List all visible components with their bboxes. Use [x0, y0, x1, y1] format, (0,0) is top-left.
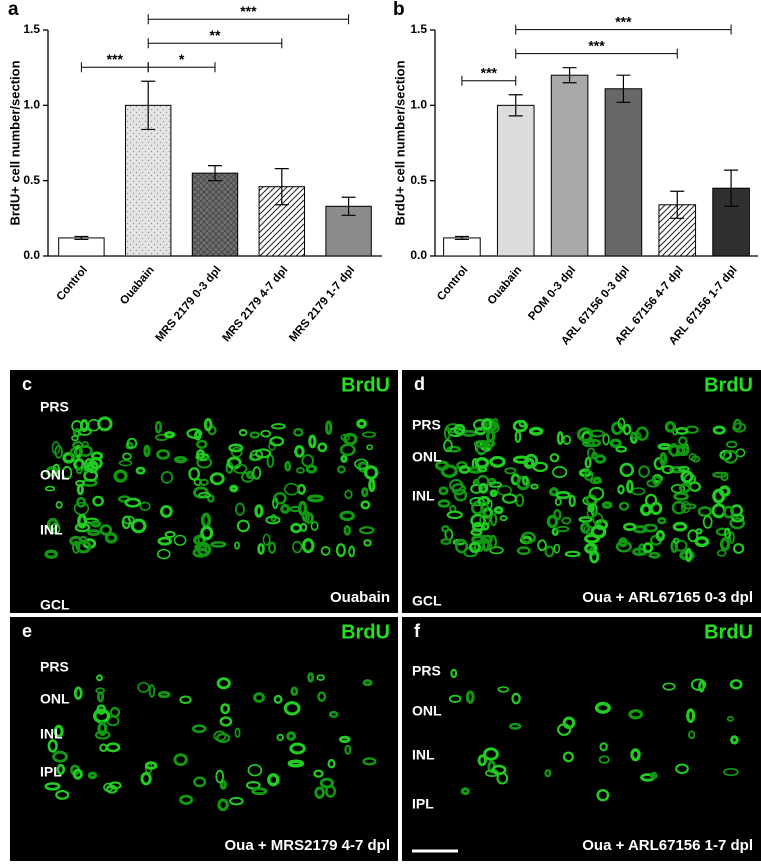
y-tick-label: 0.0: [410, 248, 427, 262]
bar: [550, 74, 589, 257]
significance-bracket: [515, 48, 678, 59]
significance-label: ***: [481, 64, 498, 80]
significance-bracket: [515, 24, 732, 35]
x-tick-label: Control: [55, 264, 90, 303]
x-tick-label: Ouabain: [118, 264, 157, 307]
y-axis-label: BrdU+ cell number/section: [7, 60, 22, 225]
layer-label: ONL: [40, 691, 70, 707]
x-tick-label: POM 0-3 dpl: [526, 264, 578, 323]
layer-label: PRS: [412, 663, 441, 679]
micrograph: [10, 617, 398, 861]
layer-label: PRS: [40, 399, 69, 415]
error-bar: [508, 94, 523, 117]
cell-staining: [44, 672, 377, 812]
marker-label: BrdU: [341, 374, 390, 396]
panel-caption: Oua + ARL67165 0-3 dpl: [582, 589, 753, 606]
layer-label: IPL: [40, 764, 62, 780]
panel-caption: Oua + MRS2179 4-7 dpl: [225, 837, 390, 854]
marker-label: BrdU: [341, 621, 390, 643]
x-tick-label: MRS 2179 4-7 dpl: [220, 264, 290, 344]
bar: [496, 104, 535, 257]
bar: [604, 88, 643, 257]
error-bar: [141, 80, 156, 131]
layer-label: INL: [40, 726, 63, 742]
layer-label: ONL: [40, 467, 70, 483]
layer-label: INL: [40, 522, 63, 538]
y-tick-label: 1.5: [23, 22, 40, 36]
micrograph: [402, 617, 761, 861]
bar: [58, 237, 105, 257]
panel-label: b: [393, 0, 405, 20]
cell-staining: [448, 668, 743, 802]
marker-label: BrdU: [704, 374, 753, 396]
layer-label: PRS: [412, 417, 441, 433]
significance-bracket: [147, 14, 350, 25]
x-tick-label: Ouabain: [486, 264, 525, 307]
micrograph: [10, 370, 398, 613]
error-bar: [562, 67, 577, 84]
significance-label: *: [179, 51, 185, 67]
significance-label: **: [210, 27, 221, 43]
panel-label: d: [414, 374, 425, 394]
error-bar: [670, 190, 685, 219]
panel-caption: Ouabain: [330, 589, 390, 606]
error-bar: [274, 168, 289, 206]
y-tick-label: 1.0: [410, 98, 427, 112]
layer-label: INL: [412, 747, 435, 763]
error-bar: [454, 235, 469, 241]
error-bar: [74, 235, 89, 241]
significance-bracket: [147, 38, 283, 49]
significance-bracket: [461, 75, 517, 86]
y-axis-label: BrdU+ cell number/section: [392, 60, 407, 225]
x-tick-label: Control: [435, 264, 470, 303]
bar: [124, 104, 172, 257]
layer-label: GCL: [412, 593, 442, 609]
layer-label: IPL: [412, 796, 434, 812]
x-tick-label: MRS 2179 1-7 dpl: [287, 264, 357, 344]
error-bar: [208, 165, 222, 182]
bar: [443, 237, 481, 257]
y-tick-label: 1.5: [410, 22, 427, 36]
layer-label: ONL: [412, 703, 442, 719]
cell-staining: [44, 416, 379, 560]
error-bar: [616, 74, 631, 103]
significance-label: ***: [615, 13, 632, 29]
significance-bracket: [147, 62, 216, 73]
y-tick-label: 0.5: [410, 173, 427, 187]
layer-label: ONL: [412, 449, 442, 465]
panel-label: e: [22, 621, 32, 641]
x-tick-label: MRS 2179 0-3 dpl: [154, 264, 224, 344]
micrograph: [402, 370, 761, 613]
significance-label: ***: [240, 3, 257, 19]
significance-label: ***: [107, 51, 124, 67]
y-tick-label: 1.0: [23, 98, 40, 112]
error-bar: [724, 169, 739, 207]
y-tick-label: 0.0: [23, 248, 40, 262]
layer-label: GCL: [40, 597, 70, 613]
layer-label: PRS: [40, 659, 69, 675]
error-bar: [341, 196, 356, 216]
bar: [191, 172, 239, 257]
significance-label: ***: [588, 37, 605, 53]
layer-label: INL: [412, 488, 435, 504]
y-tick-label: 0.5: [23, 173, 40, 187]
panel-label: c: [22, 374, 32, 394]
panel-label: a: [8, 0, 19, 20]
panel-label: f: [414, 621, 421, 641]
marker-label: BrdU: [704, 621, 753, 643]
panel-caption: Oua + ARL67156 1-7 dpl: [582, 837, 753, 854]
cell-staining: [434, 417, 747, 564]
